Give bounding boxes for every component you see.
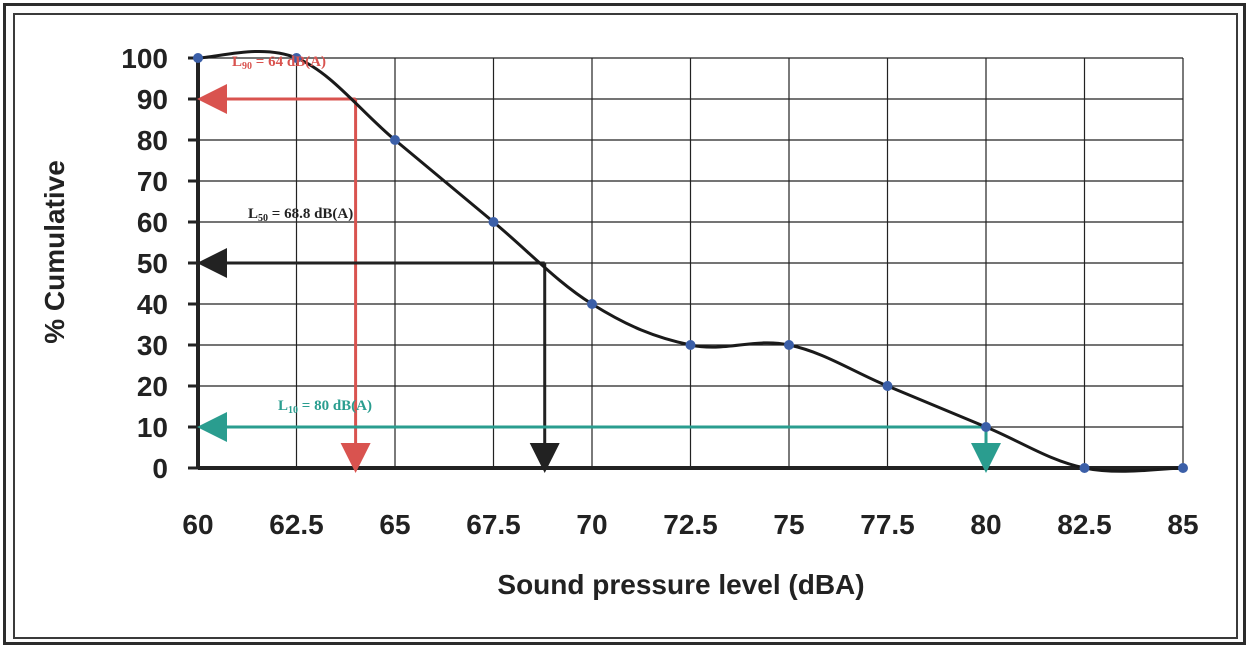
y-tick-label: 50 xyxy=(137,248,168,279)
y-tick-label: 10 xyxy=(137,412,168,443)
data-point xyxy=(390,135,400,145)
x-tick-label: 82.5 xyxy=(1057,509,1112,540)
x-tick-label: 70 xyxy=(576,509,607,540)
x-tick-label: 77.5 xyxy=(860,509,915,540)
x-tick-label: 65 xyxy=(379,509,410,540)
annotation-l50: L50 = 68.8 dB(A) xyxy=(248,206,353,224)
y-tick-label: 60 xyxy=(137,207,168,238)
x-tick-label: 62.5 xyxy=(269,509,324,540)
y-tick-label: 80 xyxy=(137,125,168,156)
data-point xyxy=(981,422,991,432)
y-tick-label: 90 xyxy=(137,84,168,115)
chart-inner-frame xyxy=(13,13,1238,639)
data-point xyxy=(685,340,696,350)
annotation-l90: L90 = 64 dB(A) xyxy=(232,54,326,72)
x-axis-title: Sound pressure level (dBA) xyxy=(497,569,864,600)
y-tick-label: 70 xyxy=(137,166,168,197)
x-tick-label: 60 xyxy=(182,509,213,540)
y-tick-label: 40 xyxy=(137,289,168,320)
x-tick-label: 75 xyxy=(773,509,804,540)
data-point xyxy=(587,299,597,309)
x-tick-label: 80 xyxy=(970,509,1001,540)
y-tick-label: 100 xyxy=(121,43,168,74)
x-tick-label: 67.5 xyxy=(466,509,521,540)
y-axis-title: % Cumulative xyxy=(39,160,70,344)
x-tick-label: 72.5 xyxy=(663,509,718,540)
data-point xyxy=(882,381,893,391)
x-tick-label: 85 xyxy=(1167,509,1198,540)
y-tick-label: 20 xyxy=(137,371,168,402)
data-point xyxy=(291,53,302,63)
data-point xyxy=(1178,463,1188,473)
data-point xyxy=(784,340,794,350)
data-point xyxy=(193,53,203,63)
y-tick-label: 0 xyxy=(152,453,168,484)
y-tick-label: 30 xyxy=(137,330,168,361)
cumulative-curve xyxy=(197,49,1184,473)
data-point xyxy=(1079,463,1090,473)
annotation-l10: L10 = 80 dB(A) xyxy=(278,398,372,416)
data-point xyxy=(488,217,499,227)
